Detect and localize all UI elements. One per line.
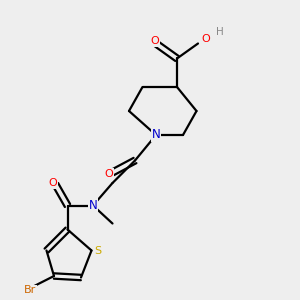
Text: O: O	[104, 169, 113, 179]
Text: O: O	[201, 34, 210, 44]
Text: N: N	[152, 128, 160, 142]
Text: O: O	[150, 36, 159, 46]
Text: H: H	[216, 27, 224, 37]
Text: N: N	[88, 199, 98, 212]
Text: Br: Br	[24, 285, 36, 296]
Text: S: S	[94, 245, 102, 256]
Text: O: O	[48, 178, 57, 188]
